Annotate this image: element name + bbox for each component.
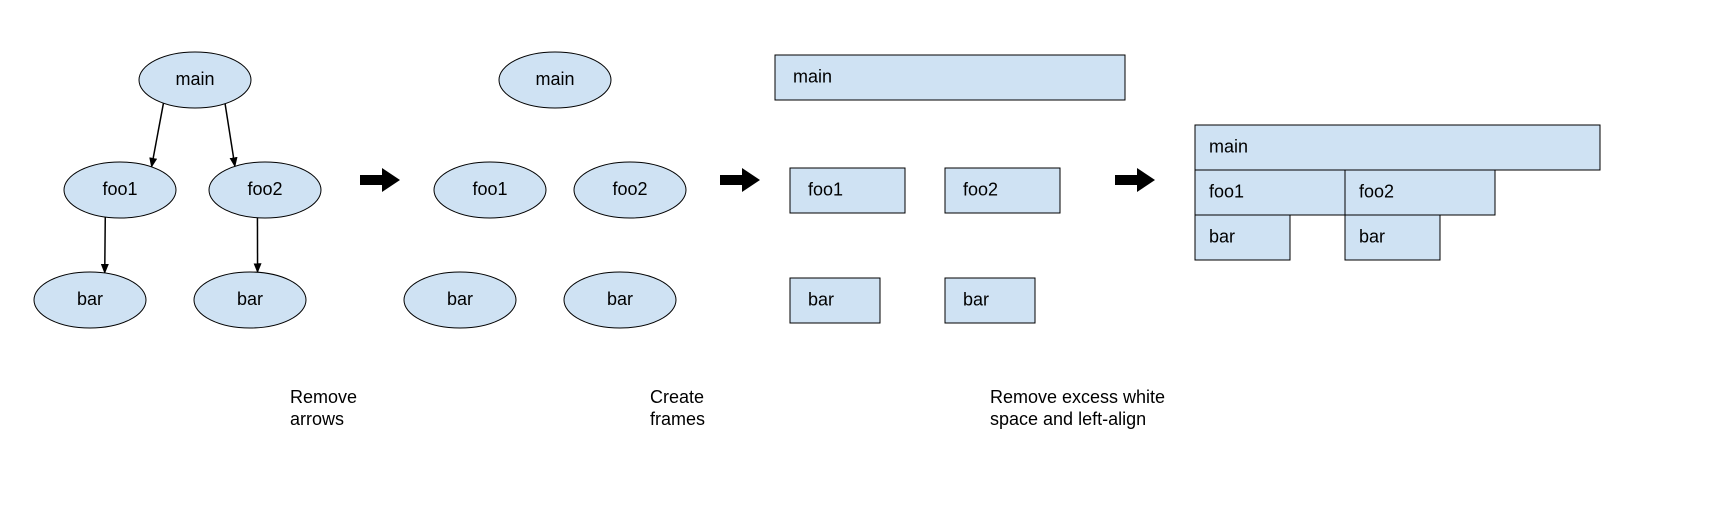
node-main: main <box>499 52 611 108</box>
frame-label-bar1: bar <box>1209 226 1235 246</box>
node-bar1: bar <box>404 272 516 328</box>
frame-bar1: bar <box>790 278 880 323</box>
node-foo2: foo2 <box>574 162 686 218</box>
frame-label-main: main <box>1209 136 1248 156</box>
node-main: main <box>139 52 251 108</box>
frame-label-main: main <box>793 66 832 86</box>
diagram-canvas: main foo1 foo2 bar bar main foo1 foo2 bar bar ma… <box>0 0 1717 506</box>
transition-caption-1-line1: frames <box>650 409 705 429</box>
transition-caption-2-line1: space and left-align <box>990 409 1146 429</box>
node-foo1: foo1 <box>64 162 176 218</box>
panel4-rects: main foo1 foo2 bar bar <box>1195 125 1600 260</box>
transition-caption-2-line0: Remove excess white <box>990 387 1165 407</box>
frame-bar2: bar <box>945 278 1035 323</box>
edge-main-foo1 <box>152 103 164 167</box>
node-label-bar1: bar <box>77 289 103 309</box>
transition-caption-0-line0: Remove <box>290 387 357 407</box>
frame-foo2: foo2 <box>1345 170 1495 215</box>
transition-arrow-icon <box>720 168 760 192</box>
edge-foo1-bar1 <box>105 217 106 273</box>
node-label-foo2: foo2 <box>247 179 282 199</box>
frame-bar1: bar <box>1195 215 1290 260</box>
node-bar2: bar <box>564 272 676 328</box>
node-label-bar2: bar <box>237 289 263 309</box>
panel2-nodes: main foo1 foo2 bar bar <box>404 52 686 328</box>
node-label-main: main <box>535 69 574 89</box>
panel1-nodes: main foo1 foo2 bar bar <box>34 52 321 328</box>
edge-main-foo2 <box>225 104 235 167</box>
transition-caption-1-line0: Create <box>650 387 704 407</box>
node-label-bar1: bar <box>447 289 473 309</box>
transition-arrow-icon <box>1115 168 1155 192</box>
node-label-main: main <box>175 69 214 89</box>
frame-bar2: bar <box>1345 215 1440 260</box>
frame-label-foo2: foo2 <box>963 179 998 199</box>
frame-label-foo1: foo1 <box>808 179 843 199</box>
frame-foo1: foo1 <box>1195 170 1345 215</box>
frame-main: main <box>1195 125 1600 170</box>
transition-caption-0-line1: arrows <box>290 409 344 429</box>
node-foo2: foo2 <box>209 162 321 218</box>
frame-label-bar2: bar <box>1359 226 1385 246</box>
frame-main: main <box>775 55 1125 100</box>
frame-foo1: foo1 <box>790 168 905 213</box>
transition-arrow-icon <box>360 168 400 192</box>
frame-label-foo1: foo1 <box>1209 181 1244 201</box>
frame-label-foo2: foo2 <box>1359 181 1394 201</box>
node-label-foo1: foo1 <box>102 179 137 199</box>
node-bar1: bar <box>34 272 146 328</box>
frame-label-bar2: bar <box>963 289 989 309</box>
node-label-bar2: bar <box>607 289 633 309</box>
node-foo1: foo1 <box>434 162 546 218</box>
panel3-rects: main foo1 foo2 bar bar <box>775 55 1125 323</box>
node-label-foo2: foo2 <box>612 179 647 199</box>
frame-foo2: foo2 <box>945 168 1060 213</box>
frame-label-bar1: bar <box>808 289 834 309</box>
node-label-foo1: foo1 <box>472 179 507 199</box>
node-bar2: bar <box>194 272 306 328</box>
